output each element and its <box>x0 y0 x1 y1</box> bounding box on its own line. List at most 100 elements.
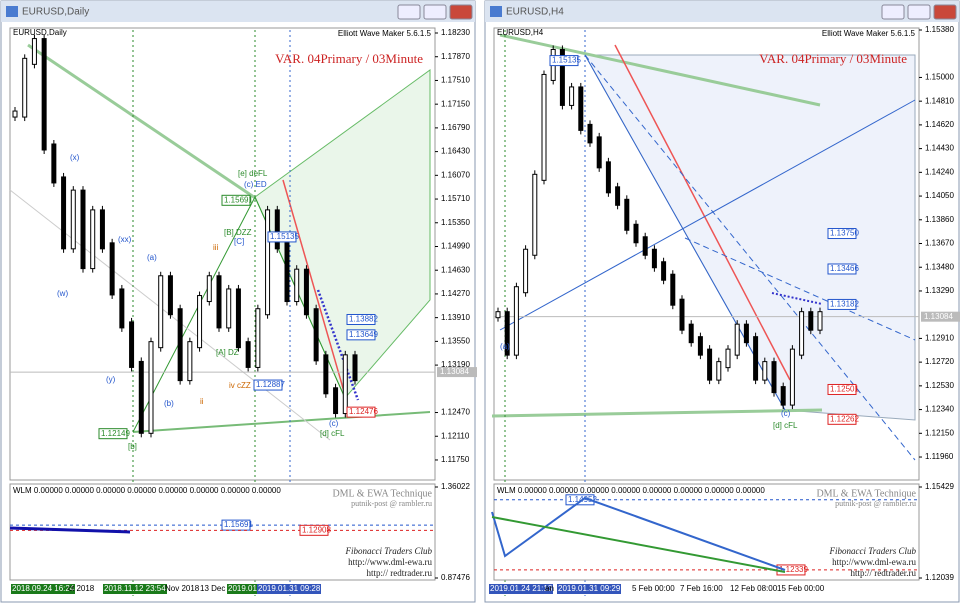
time-label: 2018.09.24 16:24 <box>12 584 75 593</box>
time-label: 7 Feb 16:00 <box>680 584 723 593</box>
time-label-bg <box>557 584 621 594</box>
y-tick-label: 1.12150 <box>925 428 954 437</box>
level-box <box>827 263 857 275</box>
y-tick-label: 1.14430 <box>925 144 954 153</box>
candle <box>167 275 173 316</box>
candle <box>789 348 795 406</box>
close-button[interactable] <box>449 4 473 20</box>
window-icon <box>6 6 18 17</box>
wave-label: (c) ED <box>244 180 267 189</box>
y-tick-label: 1.13550 <box>441 336 470 345</box>
level-box <box>253 379 283 391</box>
wave-label: (a) <box>500 342 510 351</box>
y-tick-label: 1.13860 <box>925 215 954 224</box>
close-button[interactable] <box>933 4 957 20</box>
candle <box>177 308 183 382</box>
candle <box>504 311 510 356</box>
time-label: 2019.01.24 21:13 <box>490 584 553 593</box>
y-tick-label: 1.13190 <box>441 360 470 369</box>
level-box <box>221 519 251 531</box>
symbol-label: EURUSD,H4 <box>497 28 544 37</box>
credit-text: DML & EWA Technique <box>332 488 432 499</box>
wave-label: [e] deFL <box>238 169 268 178</box>
candle <box>651 248 657 269</box>
candle <box>725 348 731 369</box>
time-label: 2019.01.31 09:29 <box>558 584 621 593</box>
candle <box>51 143 57 184</box>
wave-label: (x) <box>70 153 80 162</box>
level-label: 1.12262 <box>830 414 859 423</box>
credit-text: Fibonacci Traders Club <box>344 546 432 556</box>
drawing-object <box>132 411 431 433</box>
wave-label: [C] <box>234 237 244 246</box>
candle <box>342 354 348 415</box>
candle <box>615 186 621 206</box>
y-tick-label: 1.36022 <box>441 482 470 491</box>
wave-label: (w) <box>57 289 68 298</box>
level-box <box>299 524 329 536</box>
candle <box>817 311 823 331</box>
y-tick-label: 1.13670 <box>925 239 954 248</box>
y-tick-label: 1.15380 <box>925 25 954 34</box>
level-label: 1.12908 <box>302 525 331 534</box>
level-box <box>221 194 251 206</box>
candle <box>12 110 18 118</box>
current-price-label: 1.13084 <box>440 367 469 376</box>
level-box <box>827 228 857 240</box>
y-tick-label: 1.17870 <box>441 52 470 61</box>
time-label-bg <box>103 584 167 594</box>
y-tick-label: 1.12720 <box>925 357 954 366</box>
window-icon <box>490 6 502 17</box>
candle <box>226 288 232 329</box>
wave-label: [b] <box>128 442 137 451</box>
candle <box>642 236 648 256</box>
current-price-box <box>921 311 960 322</box>
candle <box>771 361 777 394</box>
candle <box>743 323 749 344</box>
candle <box>216 275 222 329</box>
level-box <box>549 55 579 67</box>
drawing-object <box>584 54 916 461</box>
level-label: 1.13182 <box>830 300 859 309</box>
level-label: 1.12339 <box>779 565 808 574</box>
drawing-object <box>316 289 360 401</box>
y-tick-label: 1.15000 <box>925 73 954 82</box>
wave-label: iii <box>213 243 219 252</box>
level-label: 1.13882 <box>349 315 378 324</box>
drawing-object <box>684 237 916 341</box>
y-tick-label: 1.13290 <box>925 286 954 295</box>
drawing-object <box>771 292 823 305</box>
indicator-line <box>491 516 786 573</box>
candle <box>323 354 329 395</box>
level-label: 1.15135 <box>552 56 581 65</box>
y-tick-label: 1.14990 <box>441 242 470 251</box>
candle <box>129 321 135 368</box>
drawing-object <box>584 54 786 411</box>
maximize-button[interactable] <box>423 4 447 20</box>
minimize-button[interactable] <box>397 4 421 20</box>
credit-text: putnik-post @ rambler.ru <box>835 499 916 508</box>
y-tick-label: 1.15429 <box>925 482 954 491</box>
maximize-button[interactable] <box>907 4 931 20</box>
wave-label: (y) <box>106 375 116 384</box>
indicator-header: WLM 0.00000 0.00000 0.00000 0.00000 0.00… <box>13 486 281 495</box>
variant-label: VAR. 04Primary / 03Minute <box>275 51 423 66</box>
y-tick-label: 1.16070 <box>441 170 470 179</box>
drawing-object <box>499 99 916 331</box>
title-bar <box>1 1 475 22</box>
level-label: 1.13466 <box>830 264 859 273</box>
candle <box>633 223 639 244</box>
tool-label: Elliott Wave Maker 5.6.1.5 <box>338 29 432 38</box>
minimize-button[interactable] <box>881 4 905 20</box>
level-box <box>827 298 857 310</box>
level-box <box>346 406 376 418</box>
y-tick-label: 1.11960 <box>925 452 954 461</box>
candle <box>697 336 703 356</box>
time-label: 2018.11.12 23:54 <box>104 584 166 593</box>
candle <box>99 209 105 250</box>
drawing-object <box>614 44 791 381</box>
time-label: ct 2018 <box>68 584 95 593</box>
candle <box>559 48 565 106</box>
level-label: 1.15691 <box>224 195 253 204</box>
level-label: 1.12149 <box>101 429 130 438</box>
